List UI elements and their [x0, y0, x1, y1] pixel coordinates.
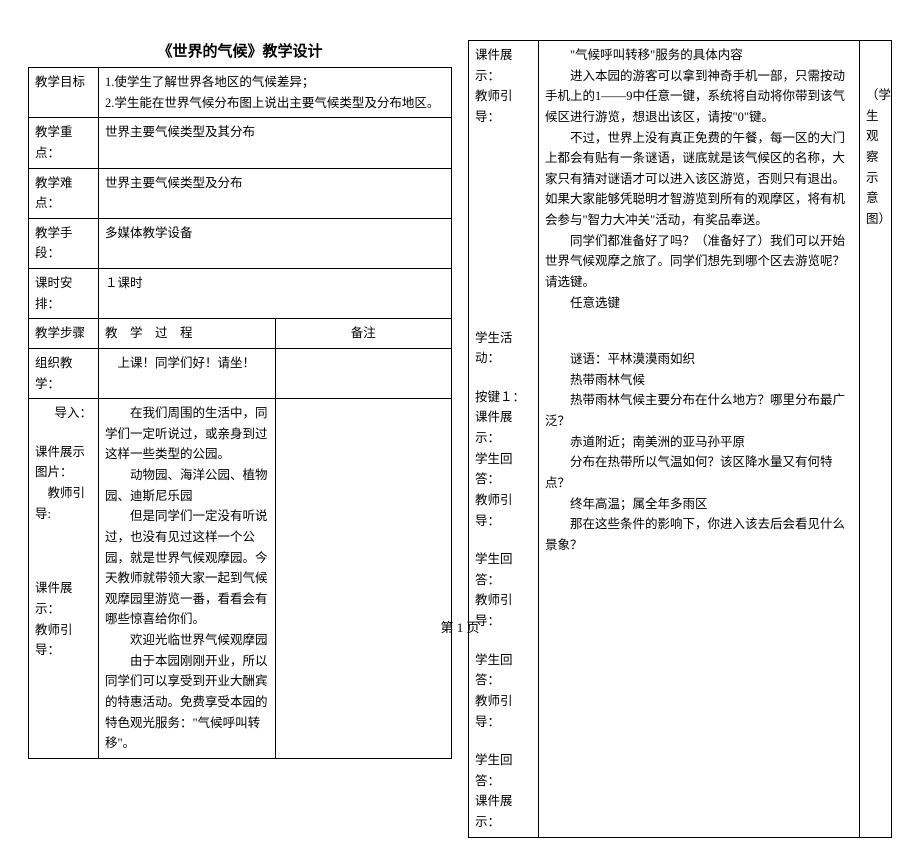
right-labels: 课件展示： 教师引导： 学生活动： 按键１： 课件展示： 学生回答： 教师引导：…	[469, 41, 539, 838]
diff-text: 世界主要气候类型及分布	[99, 168, 452, 218]
r-sans2-label: 学生回答：	[475, 549, 532, 590]
pic-label: 课件展示图片：	[35, 442, 92, 483]
r-sans1-label: 学生回答：	[475, 449, 532, 490]
r-tlead2-l2: 热带雨林气候	[545, 370, 853, 391]
body-labels: 导入： 课件展示图片： 教师引导: 课件展示： 教师引导：	[29, 399, 99, 759]
r-tlead2-l1: 谜语：平林漠漠雨如织	[545, 349, 853, 370]
tlead2-text: 由于本园刚刚开业，所以同学们可以享受到开业大酬宾的特惠活动。免费享受本园的特色观…	[105, 651, 269, 754]
body-content: 在我们周围的生活中，同学们一定听说过，或亲身到过这样一些类型的公园。 动物园、海…	[99, 399, 276, 759]
r-show-label: 课件展示：	[475, 45, 532, 86]
r-tlead-label: 教师引导：	[475, 86, 532, 127]
step-label: 教学步骤	[29, 319, 99, 349]
r-show2-label: 课件展示：	[475, 791, 532, 832]
left-table: 教学目标 1.使学生了解世界各地区的气候差异； 2.学生能在世界气候分布图上说出…	[28, 67, 452, 759]
org-note	[275, 348, 452, 398]
method-text: 多媒体教学设备	[99, 218, 452, 268]
r-key-label: 按键１：	[475, 387, 532, 408]
diff-label: 教学难点：	[29, 168, 99, 218]
doc-title: 《世界的气候》教学设计	[28, 40, 452, 61]
r-tlead3-text: 赤道附近；南美洲的亚马孙平原	[545, 432, 853, 453]
r-sans2-text: 热带雨林气候主要分布在什么地方？哪里分布最广泛？	[545, 390, 853, 431]
row-method: 教学手段： 多媒体教学设备	[29, 218, 452, 268]
process-label: 教 学 过 程	[99, 319, 276, 349]
tlead1-text: 但是同学们一定没有听说过，也没有见过这样一个公园，就是世界气候观摩园。今天教师就…	[105, 506, 269, 630]
period-text: １课时	[99, 269, 452, 319]
r-tlead-p1: 进入本园的游客可以拿到神奇手机一部，只需按动手机上的1——9中任意一键，系统将自…	[545, 66, 853, 128]
method-label: 教学手段：	[29, 218, 99, 268]
r-sans3-label: 学生回答：	[475, 650, 532, 691]
row-goal: 教学目标 1.使学生了解世界各地区的气候差异； 2.学生能在世界气候分布图上说出…	[29, 68, 452, 118]
pic-text: 动物园、海洋公园、植物园、迪斯尼乐园	[105, 465, 269, 506]
remark-label: 备注	[275, 319, 452, 349]
goal-label: 教学目标	[29, 68, 99, 118]
row-diff: 教学难点： 世界主要气候类型及分布	[29, 168, 452, 218]
right-column: 课件展示： 教师引导： 学生活动： 按键１： 课件展示： 学生回答： 教师引导：…	[468, 40, 892, 838]
focus-label: 教学重点：	[29, 118, 99, 168]
focus-text: 世界主要气候类型及其分布	[99, 118, 452, 168]
r-kshow-label: 课件展示：	[475, 407, 532, 448]
row-period: 课时安排： １课时	[29, 269, 452, 319]
r-key-text: 任意选键	[545, 293, 853, 314]
body-note	[275, 399, 452, 759]
right-row: 课件展示： 教师引导： 学生活动： 按键１： 课件展示： 学生回答： 教师引导：…	[469, 41, 892, 838]
org-text-span: 上课！同学们好！请坐！	[118, 356, 256, 370]
row-focus: 教学重点： 世界主要气候类型及其分布	[29, 118, 452, 168]
right-table: 课件展示： 教师引导： 学生活动： 按键１： 课件展示： 学生回答： 教师引导：…	[468, 40, 892, 838]
side-note-text: （学生观察示意图）	[866, 85, 885, 229]
r-sans4-label: 学生回答：	[475, 750, 532, 791]
right-side-note: （学生观察示意图）	[860, 41, 892, 838]
goal-cell: 1.使学生了解世界各地区的气候差异； 2.学生能在世界气候分布图上说出主要气候类…	[99, 68, 452, 118]
page-footer: 第 1 页	[0, 617, 920, 636]
org-text: 上课！同学们好！请坐！	[99, 348, 276, 398]
intro-text: 在我们周围的生活中，同学们一定听说过，或亲身到过这样一些类型的公园。	[105, 403, 269, 465]
page-root: 《世界的气候》教学设计 教学目标 1.使学生了解世界各地区的气候差异； 2.学生…	[0, 0, 920, 848]
r-tlead4-text: 终年高温；属全年多雨区	[545, 494, 853, 515]
row-step-header: 教学步骤 教 学 过 程 备注	[29, 319, 452, 349]
r-sact-label: 学生活动：	[475, 328, 532, 369]
goal-line2: 2.学生能在世界气候分布图上说出主要气候类型及分布地区。	[105, 93, 445, 114]
r-sans3-text: 分布在热带所以气温如何？该区降水量又有何特点？	[545, 452, 853, 493]
goal-line1: 1.使学生了解世界各地区的气候差异；	[105, 72, 445, 93]
r-sans4-text: 那在这些条件的影响下，你进入该去后会看见什么景象？	[545, 514, 853, 555]
show1-label: 课件展示：	[35, 578, 92, 619]
r-tlead4-label: 教师引导：	[475, 691, 532, 732]
row-body: 导入： 课件展示图片： 教师引导: 课件展示： 教师引导： 在我们周围的生活中，…	[29, 399, 452, 759]
period-label: 课时安排：	[29, 269, 99, 319]
org-label: 组织教学：	[29, 348, 99, 398]
left-column: 《世界的气候》教学设计 教学目标 1.使学生了解世界各地区的气候差异； 2.学生…	[28, 40, 452, 838]
right-content: "气候呼叫转移"服务的具体内容 进入本园的游客可以拿到神奇手机一部，只需按动手机…	[539, 41, 860, 838]
r-tlead-p2: 不过，世界上没有真正免费的午餐，每一区的大门上都会有贴有一条谜语，谜底就是该气候…	[545, 128, 853, 231]
intro-label: 导入：	[35, 403, 92, 424]
r-tlead-p3: 同学们都准备好了吗？（准备好了）我们可以开始世界气候观摩之旅了。同学们想先到哪个…	[545, 231, 853, 293]
r-show-text: "气候呼叫转移"服务的具体内容	[545, 45, 853, 66]
tlead1-label: 教师引导:	[35, 483, 92, 524]
r-tlead2-label: 教师引导：	[475, 490, 532, 531]
row-org: 组织教学： 上课！同学们好！请坐！	[29, 348, 452, 398]
